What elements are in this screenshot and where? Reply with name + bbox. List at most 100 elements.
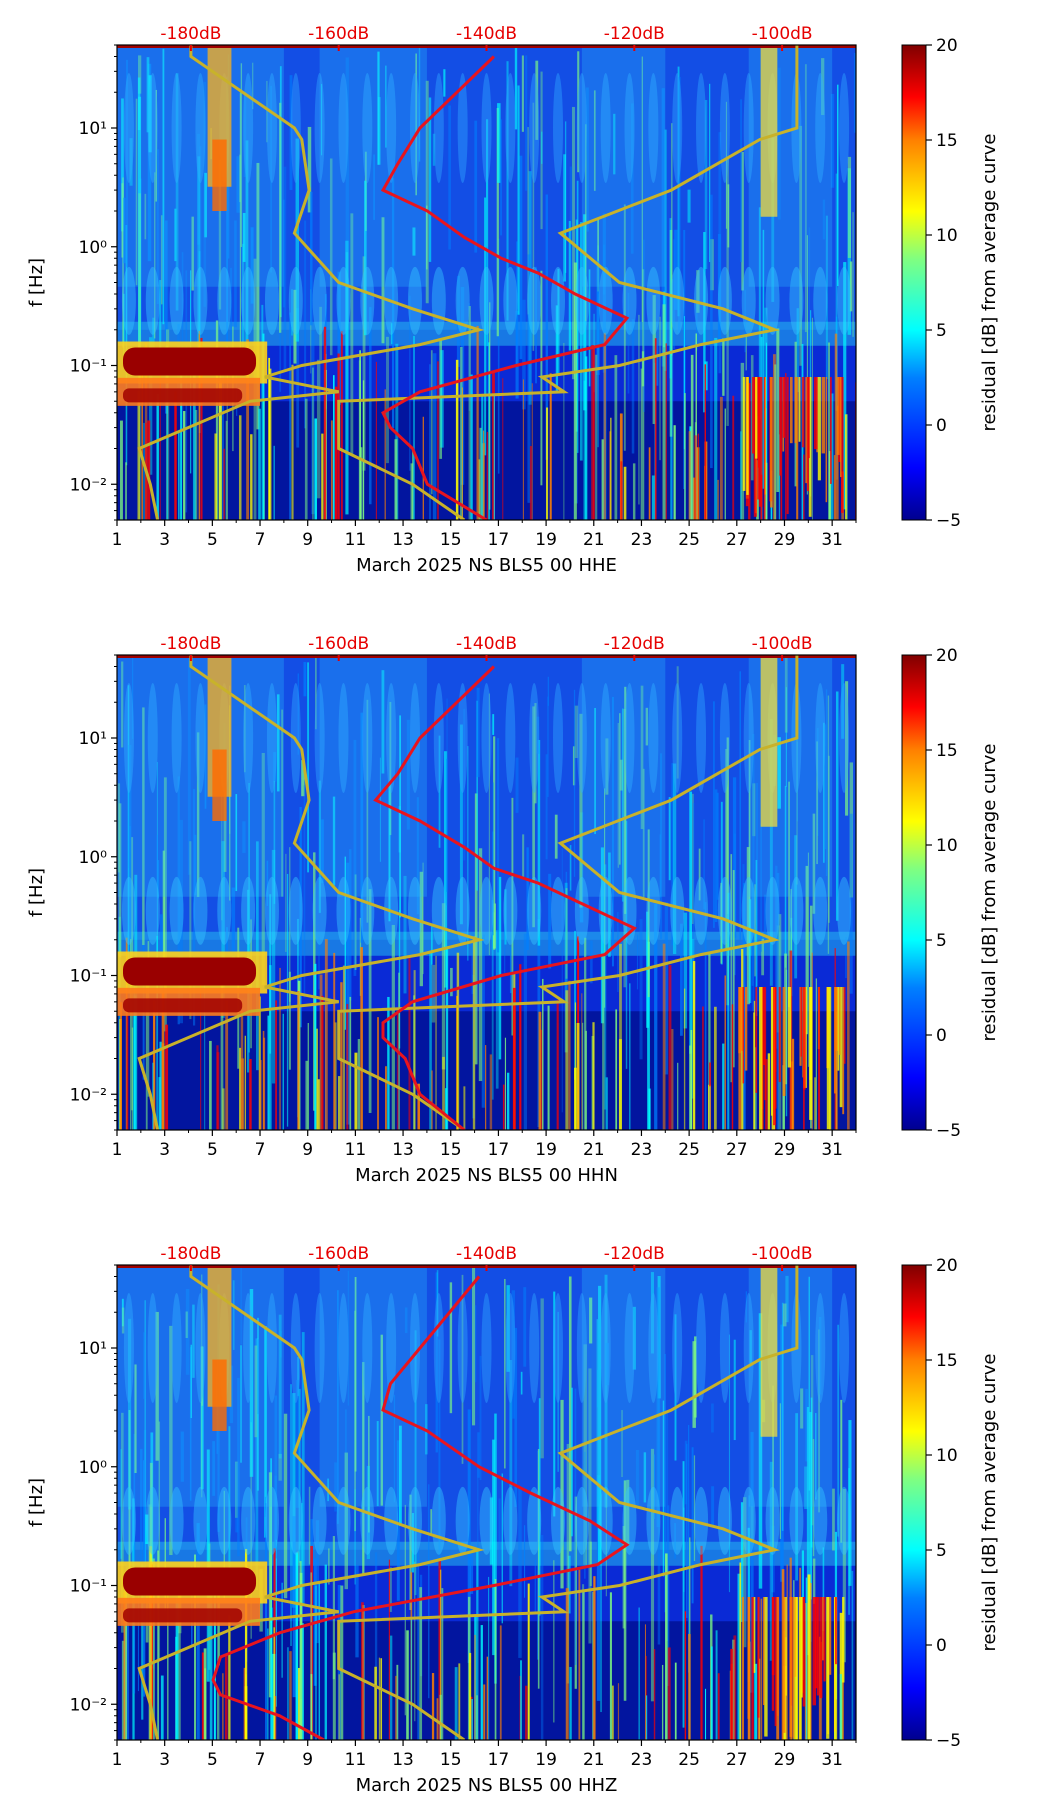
panel-1: 1 3 5 7 9 11 13 15 17 19 21 23 25 27 29 3110⁻²10⁻¹10⁰10…	[26, 24, 1000, 576]
x-axis-label: March 2025 NS BLS5 00 HHE	[356, 555, 617, 576]
model-curve-low	[137, 655, 485, 1130]
top-db-tick-label: -180dB	[160, 24, 221, 44]
y-tick-label: 10⁻²	[70, 475, 107, 495]
x-tick-label: 25	[678, 1750, 700, 1770]
spectrogram-plot	[117, 655, 856, 1130]
panel-2: 1 3 5 7 9 11 13 15 17 19 21 23 25 27 29 3110⁻²10⁻¹10⁰10…	[26, 634, 1000, 1186]
colorbar-tick-label: 20	[936, 1256, 958, 1276]
x-tick-label: 9	[302, 530, 313, 550]
top-db-tick-label: -100dB	[752, 24, 813, 44]
colorbar-tick-label: 15	[936, 1351, 958, 1371]
x-tick-label: 29	[774, 1140, 796, 1160]
top-db-tick-label: -120dB	[604, 24, 665, 44]
x-tick-label: 21	[583, 530, 605, 550]
colorbar-tick-label: 5	[936, 321, 947, 341]
y-tick-label: 10⁰	[79, 238, 108, 258]
x-tick-label: 13	[392, 1750, 414, 1770]
top-db-tick-label: -160dB	[308, 634, 369, 654]
colorbar-tick-label: 20	[936, 646, 958, 666]
x-tick-label: 3	[159, 1140, 170, 1160]
top-db-tick-label: -180dB	[160, 634, 221, 654]
y-tick-label: 10⁻¹	[70, 967, 107, 987]
top-db-tick-label: -120dB	[604, 1244, 665, 1264]
x-tick-label: 31	[821, 530, 843, 550]
top-db-tick-label: -180dB	[160, 1244, 221, 1264]
x-tick-label: 31	[821, 1140, 843, 1160]
colorbar-tick-label: 5	[936, 1541, 947, 1561]
x-tick-label: 9	[302, 1750, 313, 1770]
top-db-tick-label: -140dB	[456, 24, 517, 44]
y-tick-label: 10¹	[79, 729, 107, 749]
colorbar-tick-label: 0	[936, 416, 947, 436]
x-tick-label: 29	[774, 530, 796, 550]
x-tick-label: 7	[255, 530, 266, 550]
x-tick-label: 3	[159, 530, 170, 550]
y-tick-label: 10⁰	[79, 848, 108, 868]
colorbar-tick-label: 10	[936, 1446, 958, 1466]
median-curve	[373, 665, 637, 1130]
colorbar-tick-label: −5	[936, 1731, 961, 1751]
colorbar: −5 0 5 10 15 20 residual [dB] from average cur…	[901, 646, 1000, 1141]
x-tick-label: 27	[726, 530, 748, 550]
y-tick-label: 10⁻²	[70, 1085, 107, 1105]
x-axis-label: March 2025 NS BLS5 00 HHN	[355, 1165, 618, 1186]
x-tick-label: 5	[207, 530, 218, 550]
colorbar-label: residual [dB] from average curve	[979, 133, 1000, 431]
top-db-tick-label: -140dB	[456, 1244, 517, 1264]
x-tick-label: 23	[631, 1750, 653, 1770]
x-tick-label: 19	[535, 1750, 557, 1770]
spectrogram-plot	[117, 1265, 856, 1740]
x-tick-label: 29	[774, 1750, 796, 1770]
x-tick-label: 21	[583, 1140, 605, 1160]
colorbar-gradient	[901, 654, 927, 1131]
top-db-tick-label: -120dB	[604, 634, 665, 654]
y-tick-label: 10¹	[79, 1339, 107, 1359]
colorbar-tick-label: −5	[936, 511, 961, 531]
spectrogram-plot	[117, 45, 856, 520]
colorbar-label: residual [dB] from average curve	[979, 743, 1000, 1041]
y-tick-label: 10⁻²	[70, 1695, 107, 1715]
y-tick-label: 10⁰	[79, 1458, 108, 1478]
x-tick-label: 11	[345, 530, 367, 550]
colorbar-gradient	[901, 1264, 927, 1741]
x-tick-label: 15	[440, 530, 462, 550]
x-tick-label: 7	[255, 1750, 266, 1770]
x-tick-label: 15	[440, 1140, 462, 1160]
median-curve	[380, 55, 630, 520]
x-tick-label: 3	[159, 1750, 170, 1770]
colorbar-tick-label: 5	[936, 931, 947, 951]
x-tick-label: 13	[392, 1140, 414, 1160]
model-curve-low	[137, 45, 485, 520]
panel-3: 1 3 5 7 9 11 13 15 17 19 21 23 25 27 29 3110⁻²10⁻¹10⁰10…	[26, 1244, 1000, 1796]
x-tick-label: 23	[631, 1140, 653, 1160]
x-tick-label: 17	[488, 1750, 510, 1770]
top-db-tick-label: -100dB	[752, 1244, 813, 1264]
y-tick-label: 10⁻¹	[70, 1577, 107, 1597]
x-tick-label: 1	[112, 530, 123, 550]
x-tick-label: 17	[488, 530, 510, 550]
colorbar-tick-label: 20	[936, 36, 958, 56]
colorbar-tick-label: 0	[936, 1636, 947, 1656]
top-db-tick-label: -100dB	[752, 634, 813, 654]
y-tick-label: 10⁻¹	[70, 357, 107, 377]
model-curve-high	[337, 45, 799, 520]
colorbar: −5 0 5 10 15 20 residual [dB] from average cur…	[901, 36, 1000, 531]
x-tick-label: 31	[821, 1750, 843, 1770]
x-tick-label: 9	[302, 1140, 313, 1160]
top-db-tick-label: -160dB	[308, 1244, 369, 1264]
x-tick-label: 13	[392, 530, 414, 550]
x-tick-label: 19	[535, 1140, 557, 1160]
colorbar-tick-label: 0	[936, 1026, 947, 1046]
x-axis-label: March 2025 NS BLS5 00 HHZ	[356, 1775, 618, 1796]
colorbar-label: residual [dB] from average curve	[979, 1353, 1000, 1651]
colorbar-gradient	[901, 44, 927, 521]
colorbar-tick-label: −5	[936, 1121, 961, 1141]
y-tick-label: 10¹	[79, 119, 107, 139]
top-db-tick-label: -140dB	[456, 634, 517, 654]
x-tick-label: 11	[345, 1140, 367, 1160]
y-axis-label: f [Hz]	[26, 1478, 47, 1527]
y-axis-label: f [Hz]	[26, 258, 47, 307]
x-tick-label: 17	[488, 1140, 510, 1160]
x-tick-label: 7	[255, 1140, 266, 1160]
